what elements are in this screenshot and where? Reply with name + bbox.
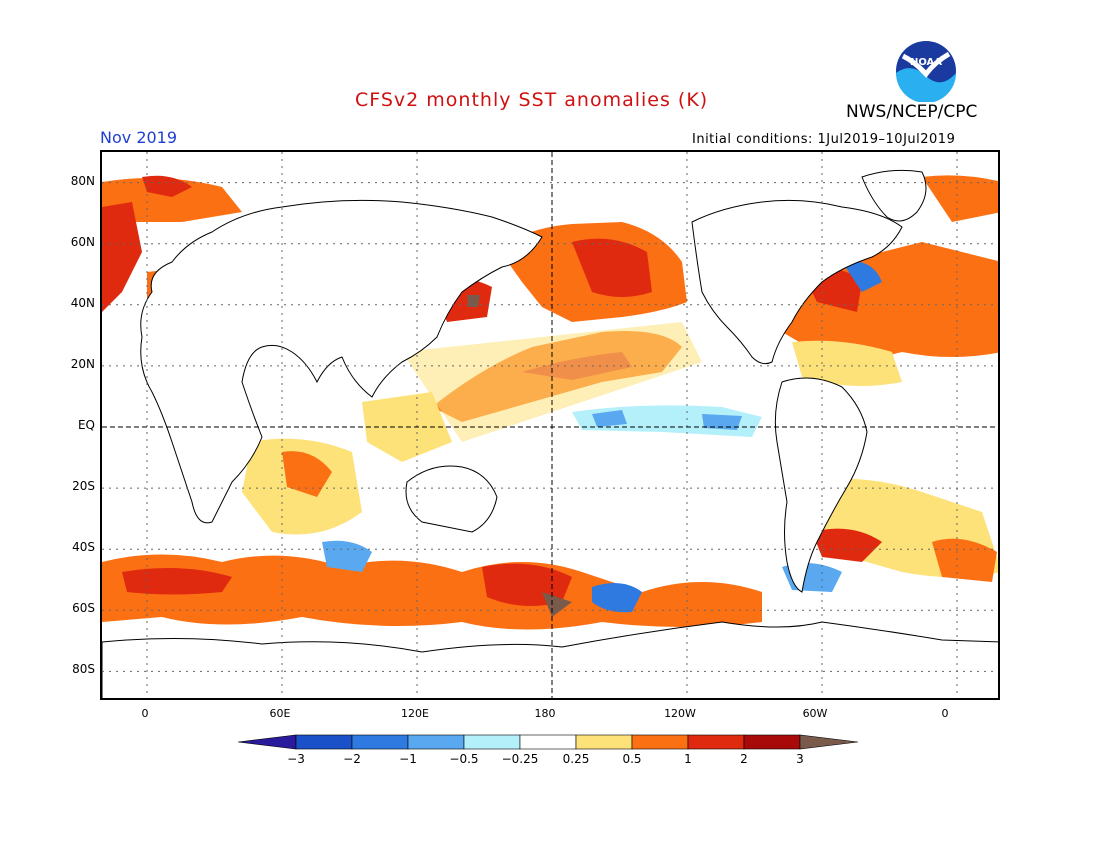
lat-label-20n: 20N <box>70 357 95 371</box>
lat-label-40n: 40N <box>70 296 95 310</box>
colorbar-swatch <box>295 734 353 750</box>
agency-label: NWS/NCEP/CPC <box>846 102 978 122</box>
lat-label-80n: 80N <box>70 174 95 188</box>
landmass-australia <box>405 465 498 533</box>
noaa-logo: NOAA <box>895 40 957 103</box>
lon-label-120w: 120W <box>664 707 696 720</box>
lat-label-20s: 20S <box>72 479 95 493</box>
colorbar-swatch <box>687 734 745 750</box>
colorbar-swatch <box>519 734 577 750</box>
land <box>102 169 998 698</box>
lon-label-180: 180 <box>534 707 556 720</box>
forecast-month: Nov 2019 <box>100 128 178 147</box>
map-canvas <box>102 152 998 698</box>
lat-label-80s: 80S <box>72 662 95 676</box>
colorbar-swatch <box>463 734 521 750</box>
lat-label-eq: EQ <box>77 418 95 432</box>
colorbar <box>237 733 862 755</box>
svg-text:NOAA: NOAA <box>910 57 942 68</box>
colorbar-swatch <box>631 734 689 750</box>
anomaly-fields <box>102 175 998 630</box>
lon-label-60e: 60E <box>269 707 291 720</box>
colorbar-label: −1 <box>399 752 417 766</box>
colorbar-swatch <box>407 734 465 750</box>
colorbar-label: 0.5 <box>622 752 642 766</box>
colorbar-swatch <box>743 734 801 750</box>
lat-label-40s: 40S <box>72 540 95 554</box>
landmass-greenland <box>861 169 927 222</box>
colorbar-label: 2 <box>740 752 748 766</box>
colorbar-label: −0.25 <box>501 752 539 766</box>
colorbar-swatch-max <box>799 734 859 750</box>
lon-label-0-right: 0 <box>941 707 949 720</box>
lon-label-0: 0 <box>141 707 149 720</box>
colorbar-label: 0.25 <box>562 752 590 766</box>
initial-conditions-label: Initial conditions: 1Jul2019–10Jul2019 <box>692 132 956 147</box>
lon-label-60w: 60W <box>802 707 828 720</box>
colorbar-label: 3 <box>796 752 804 766</box>
reference-lines <box>102 152 998 698</box>
landmass-antarctica <box>102 621 998 698</box>
sst-anomaly-map <box>100 150 1000 700</box>
colorbar-swatches <box>237 734 859 750</box>
landmass-north-america <box>691 199 903 365</box>
colorbar-swatch <box>351 734 409 750</box>
colorbar-swatch <box>575 734 633 750</box>
lat-label-60s: 60S <box>72 601 95 615</box>
colorbar-label: −3 <box>287 752 305 766</box>
colorbar-label: 1 <box>684 752 692 766</box>
lon-label-120e: 120E <box>401 707 429 720</box>
landmass-south-america <box>774 377 868 593</box>
colorbar-label: −0.5 <box>449 752 479 766</box>
landmass-eurasia-africa <box>140 199 543 524</box>
colorbar-swatch-min <box>237 734 297 750</box>
lat-label-60n: 60N <box>70 235 95 249</box>
colorbar-label: −2 <box>343 752 361 766</box>
chart-title: CFSv2 monthly SST anomalies (K) <box>355 89 709 111</box>
